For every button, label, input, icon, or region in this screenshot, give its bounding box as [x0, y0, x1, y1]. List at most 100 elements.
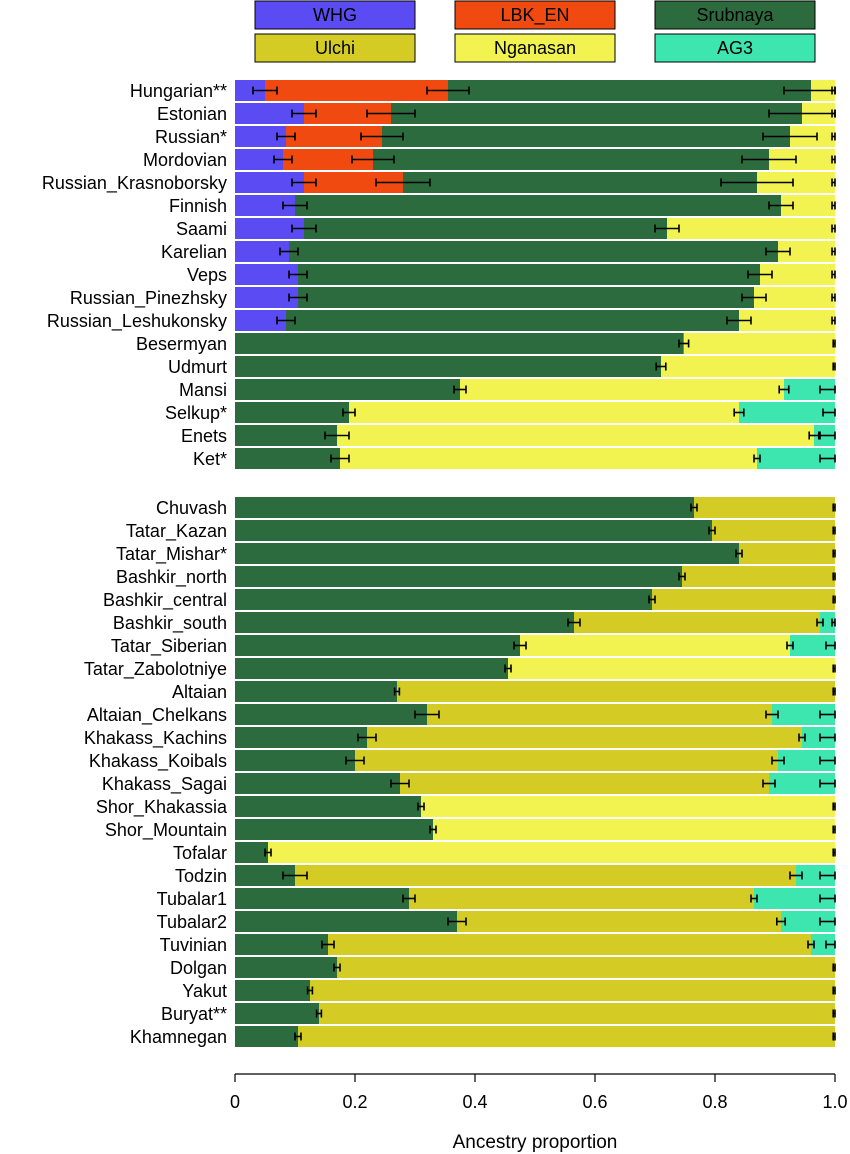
legend-swatch-ag3	[654, 33, 816, 63]
bar-row-ket	[235, 448, 836, 469]
error-bar	[831, 109, 836, 118]
segment-nganasan	[683, 333, 835, 354]
legend: WHG LBK_EN Srubnaya Ulchi Nganasan AG3	[254, 0, 816, 63]
error-bar	[720, 178, 794, 187]
error-bar	[282, 871, 308, 880]
legend-swatch-srubnaya	[654, 0, 816, 30]
x-tick-label: 1.0	[822, 1092, 847, 1112]
segment-srubnaya	[235, 566, 682, 587]
category-label-karelian: Karelian	[161, 242, 227, 262]
error-bar	[825, 641, 836, 650]
category-label-dolgan: Dolgan	[170, 958, 227, 978]
segment-srubnaya	[235, 865, 295, 886]
category-label-udmurt: Udmurt	[168, 357, 227, 377]
segment-nganasan	[340, 448, 757, 469]
segment-srubnaya	[286, 310, 739, 331]
error-bar	[678, 572, 686, 581]
error-bar	[273, 155, 293, 164]
error-bar	[832, 802, 836, 811]
category-label-tubalar1: Tubalar1	[157, 889, 227, 909]
segment-ulchi	[694, 497, 835, 518]
category-label-bashkir-central: Bashkir_central	[103, 590, 227, 611]
segment-nganasan	[781, 195, 835, 216]
x-tick-label: 0.4	[462, 1092, 487, 1112]
error-bar	[798, 733, 806, 742]
bar-row-saami	[235, 218, 836, 239]
segment-ag3	[784, 379, 835, 400]
category-label-bashkir-south: Bashkir_south	[113, 613, 227, 634]
segment-srubnaya	[391, 103, 802, 124]
error-bar	[819, 779, 836, 788]
error-bar	[832, 986, 836, 995]
error-bar	[831, 293, 836, 302]
error-bar	[831, 132, 836, 141]
category-label-veps: Veps	[187, 265, 227, 285]
error-bar	[832, 526, 836, 535]
error-bar	[426, 86, 470, 95]
bar-row-tatar-mishar	[235, 543, 836, 564]
x-axis: 0 0.2 0.4 0.6 0.8 1.0	[230, 1073, 848, 1112]
segment-ulchi	[574, 612, 820, 633]
segment-srubnaya	[235, 704, 427, 725]
error-bar	[735, 549, 743, 558]
error-bar	[678, 339, 690, 348]
bar-row-besermyan	[235, 333, 836, 354]
bar-row-finnish	[235, 195, 836, 216]
segment-whg	[235, 172, 304, 193]
x-tick-label: 0.2	[342, 1092, 367, 1112]
category-labels: Hungarian** Estonian Russian* Mordovian Russ…	[42, 81, 228, 1047]
segment-srubnaya	[304, 218, 667, 239]
bar-row-udmurt	[235, 356, 836, 377]
error-bar	[360, 132, 404, 141]
segment-nganasan	[769, 149, 835, 170]
error-bar	[375, 178, 431, 187]
bar-row-khakass-sagai	[235, 773, 836, 794]
category-label-tatar-mishar: Tatar_Mishar*	[116, 544, 227, 565]
error-bar	[390, 779, 410, 788]
bar-row-tatar-siberian	[235, 635, 836, 656]
error-bar	[832, 549, 836, 558]
category-label-hungarian: Hungarian**	[130, 81, 227, 101]
error-bar	[357, 733, 377, 742]
segment-srubnaya	[448, 80, 811, 101]
category-label-shor-khakassia: Shor_Khakassia	[96, 797, 228, 818]
error-bar	[291, 224, 317, 233]
segment-srubnaya	[235, 773, 400, 794]
segment-nganasan	[433, 819, 835, 840]
segment-nganasan	[268, 842, 835, 863]
error-bar	[726, 316, 752, 325]
segment-ulchi	[400, 773, 769, 794]
segment-ulchi	[355, 750, 778, 771]
error-bar	[282, 201, 308, 210]
error-bar	[708, 526, 716, 535]
segment-whg	[235, 149, 283, 170]
segment-whg	[235, 126, 286, 147]
legend-swatch-lbk-en	[454, 0, 616, 30]
error-bar	[831, 247, 836, 256]
error-bar	[832, 825, 836, 834]
error-bar	[753, 454, 761, 463]
segment-srubnaya	[235, 750, 355, 771]
segment-srubnaya	[235, 635, 520, 656]
bar-row-enets	[235, 425, 836, 446]
error-bar	[786, 641, 794, 650]
segment-srubnaya	[235, 520, 712, 541]
error-bar	[831, 201, 836, 210]
segment-ulchi	[409, 888, 754, 909]
error-bar	[342, 408, 356, 417]
segment-nganasan	[754, 287, 835, 308]
error-bar	[789, 871, 803, 880]
bar-row-todzin	[235, 865, 836, 886]
x-tick-label: 0.8	[702, 1092, 727, 1112]
segment-ulchi	[310, 980, 835, 1001]
legend-swatch-whg	[254, 0, 416, 30]
segment-nganasan	[460, 379, 784, 400]
category-label-tatar-zabolotniye: Tatar_Zabolotniye	[84, 659, 227, 680]
segment-srubnaya	[235, 589, 652, 610]
legend-label-lbk-en: LBK_EN	[500, 5, 569, 26]
error-bar	[832, 848, 836, 857]
error-bar	[655, 362, 667, 371]
segment-whg	[235, 287, 298, 308]
error-bar	[822, 408, 836, 417]
category-label-finnish: Finnish	[169, 196, 227, 216]
